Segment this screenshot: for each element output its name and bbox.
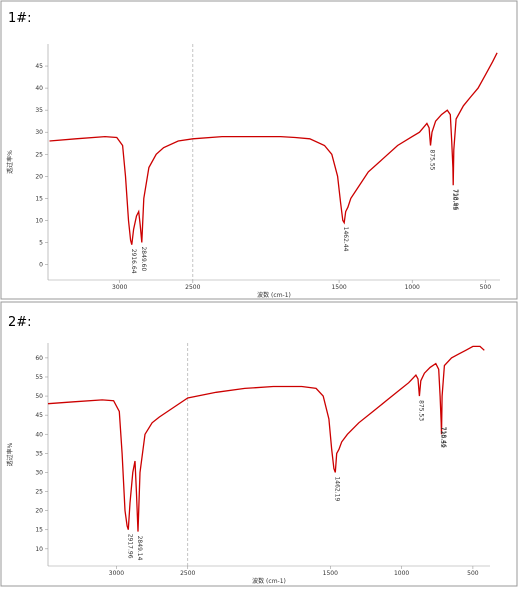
peak-label: 875.55 [429,149,436,170]
panel-border [0,0,518,300]
x-tick-label: 1000 [405,284,420,291]
x-tick-label: 1500 [323,570,338,577]
y-tick-label: 15 [35,195,43,202]
y-tick-label: 0 [39,262,43,269]
y-tick-label: 40 [35,85,43,92]
peak-label: 2917.96 [126,534,133,559]
x-tick-label: 500 [467,570,479,577]
y-tick-label: 30 [35,129,43,136]
panel-label: 1#: [8,11,32,26]
x-tick-label: 1500 [331,284,346,291]
x-tick-label: 3000 [109,570,124,577]
y-tick-label: 35 [35,450,43,457]
panel-label: 2#: [8,315,32,330]
spectrum-line [47,345,485,532]
peak-label: 718.96 [452,189,459,210]
x-tick-label: 1000 [394,570,409,577]
y-tick-label: 50 [35,393,43,400]
panel-border [0,301,518,587]
y-tick-label: 45 [35,63,43,70]
y-tick-label: 60 [35,355,43,362]
y-tick-label: 35 [35,107,43,114]
y-tick-label: 45 [35,412,43,419]
y-tick-label: 55 [35,374,43,381]
y-axis-title: 透过率% [6,150,14,174]
peak-label: 875.53 [417,400,424,421]
y-tick-label: 25 [35,151,43,158]
peak-label: 2849.60 [140,247,147,272]
x-tick-label: 2500 [180,570,195,577]
y-axis-title: 透过率% [6,442,14,466]
x-tick-label: 3000 [112,284,127,291]
peak-label: 1462.19 [333,476,340,501]
peak-label: 720.52 [439,427,446,448]
y-tick-label: 10 [35,546,43,553]
x-tick-label: 500 [480,284,492,291]
peak-label: 2849.14 [136,536,143,561]
y-tick-label: 40 [35,431,43,438]
peak-label: 718.46 [440,427,447,448]
y-tick-label: 25 [35,489,43,496]
x-axis-title: 波数 (cm-1) [252,577,286,585]
y-tick-label: 5 [39,240,43,247]
y-tick-label: 15 [35,527,43,534]
y-tick-label: 20 [35,173,43,180]
y-tick-label: 10 [35,217,43,224]
peak-label: 720.43 [451,189,458,210]
x-tick-label: 2500 [185,284,200,291]
peak-label: 2916.64 [130,249,137,274]
y-tick-label: 20 [35,508,43,515]
peak-label: 1462.44 [342,227,349,252]
y-tick-label: 30 [35,469,43,476]
spectrum-line [49,52,498,245]
x-axis-title: 波数 (cm-1) [257,291,291,299]
